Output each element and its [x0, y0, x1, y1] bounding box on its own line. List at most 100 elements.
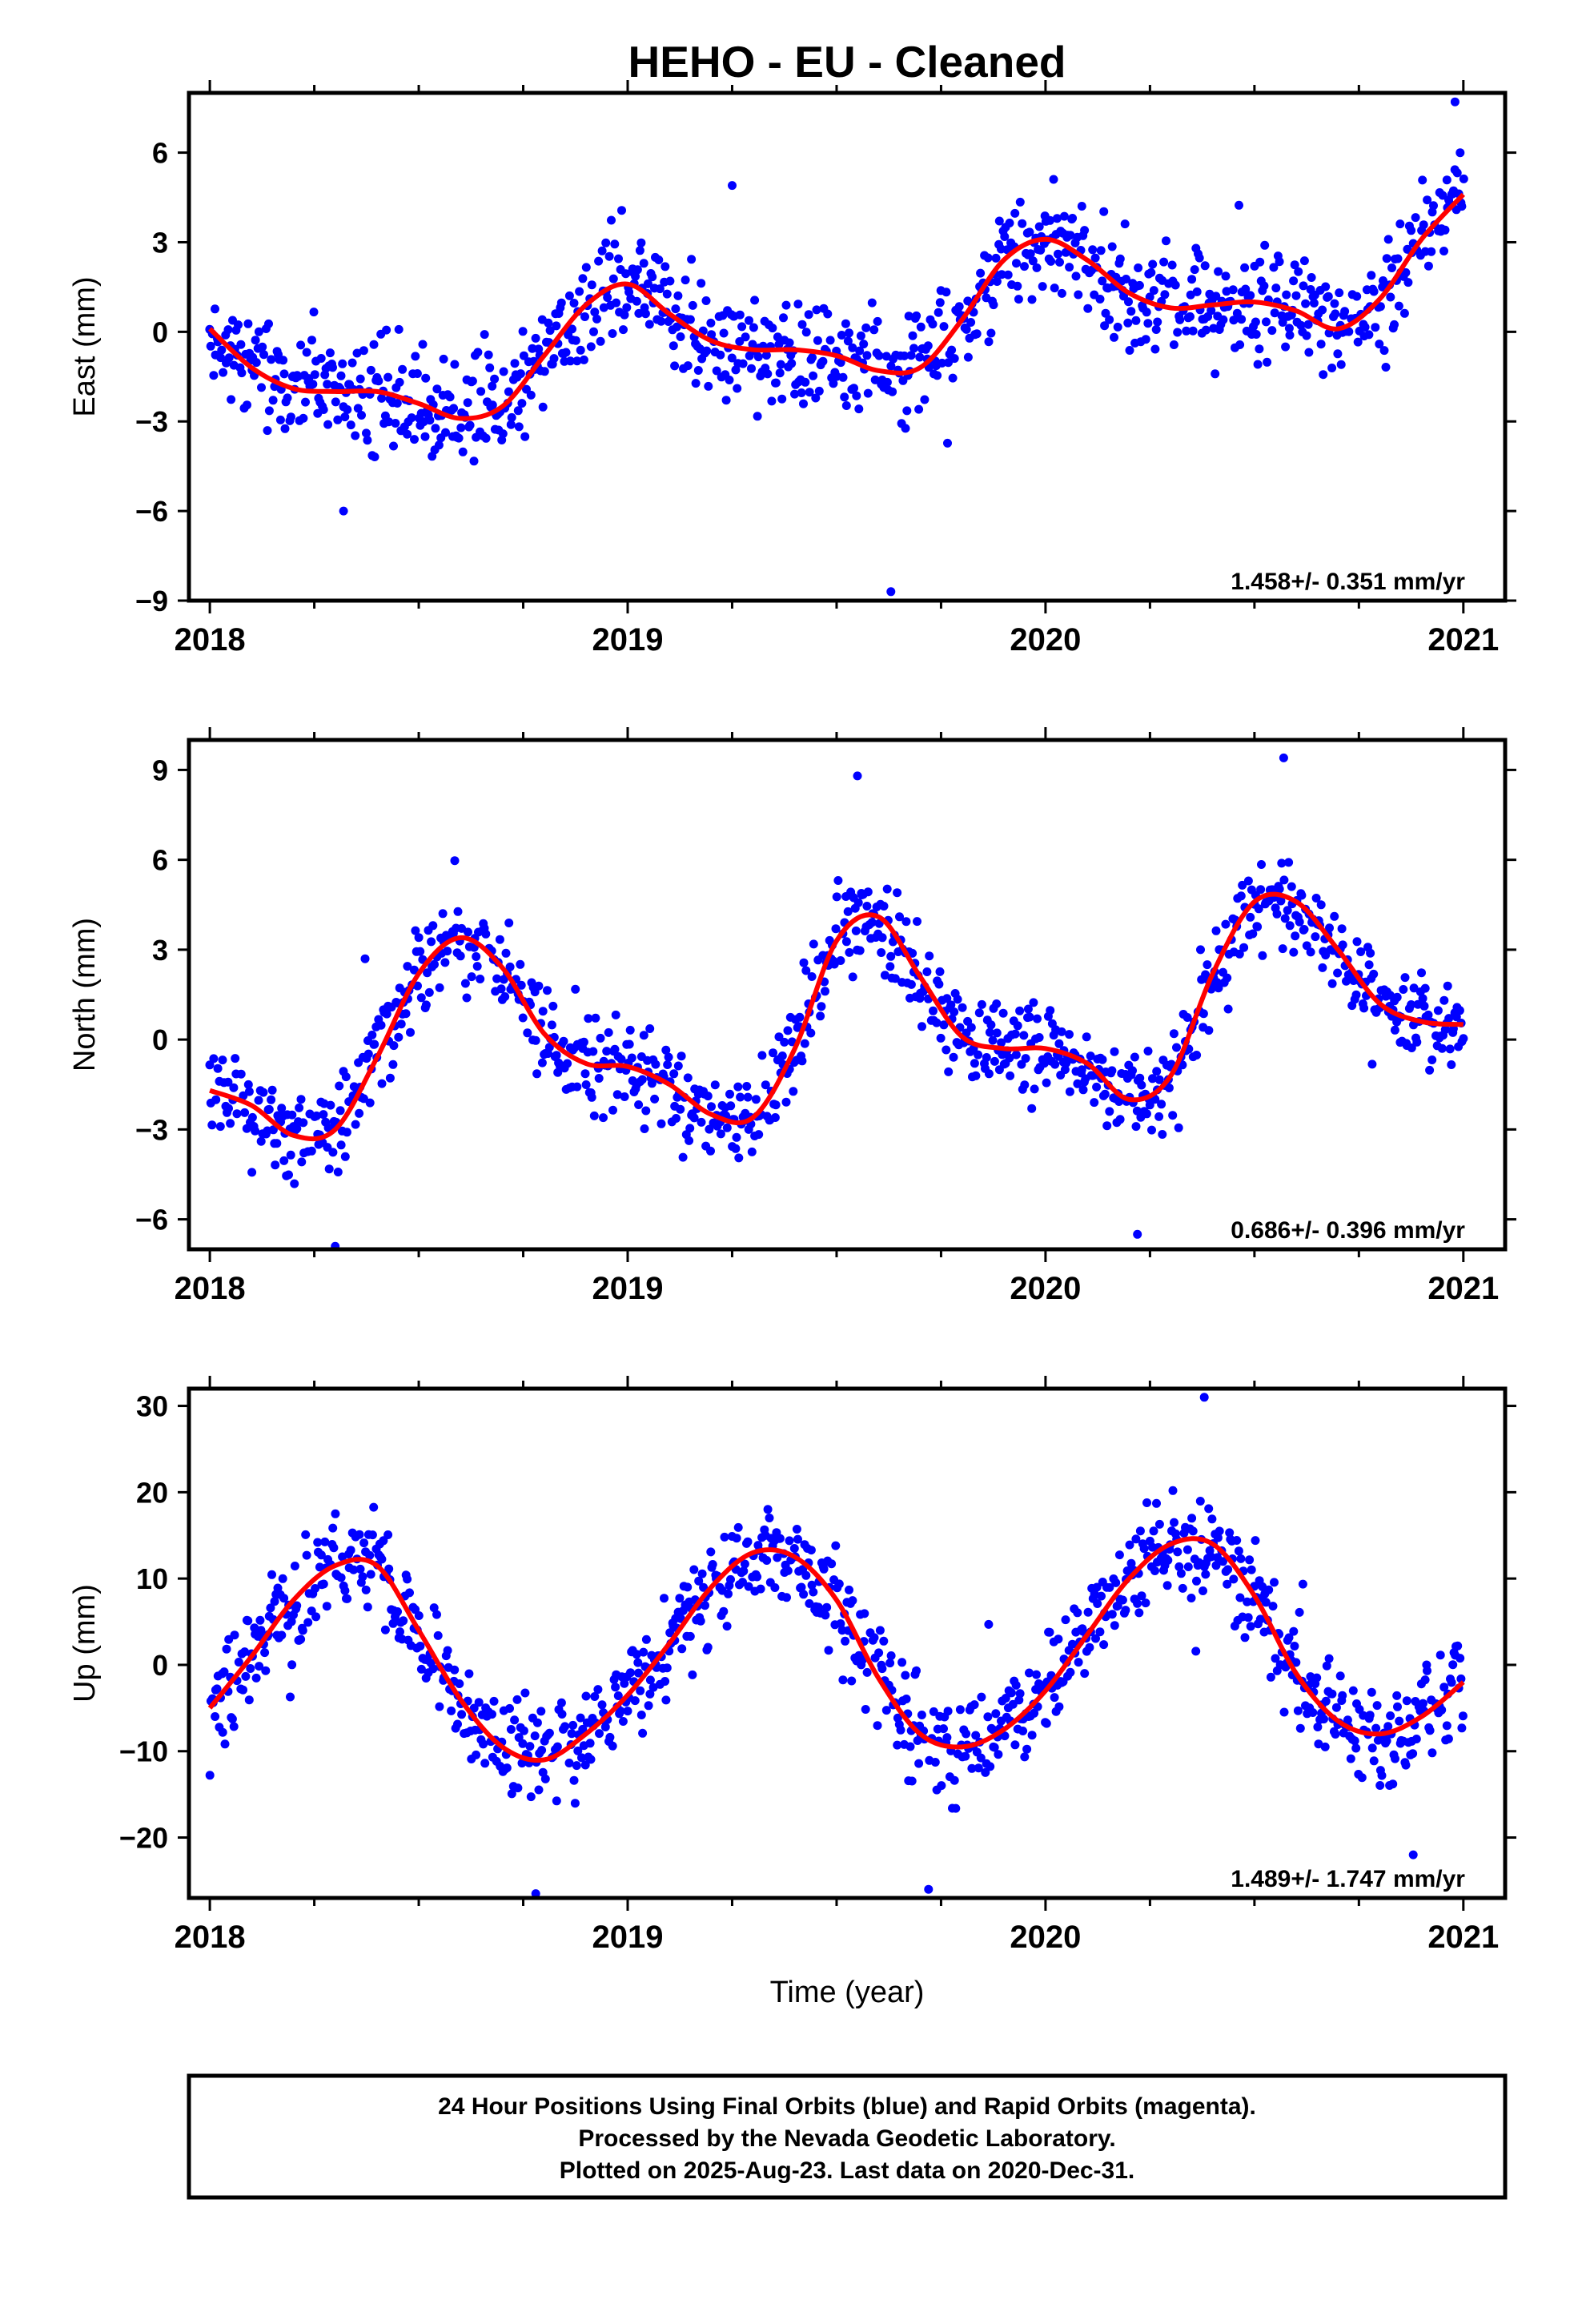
north-point: [1295, 917, 1304, 927]
up-point: [962, 1729, 971, 1739]
north-point: [476, 975, 485, 983]
east-point: [1285, 331, 1295, 340]
up-point: [1025, 1668, 1034, 1678]
up-point: [1271, 1654, 1280, 1663]
north-point: [944, 1067, 954, 1076]
east-point: [223, 325, 233, 335]
east-point: [1107, 242, 1117, 251]
north-point: [1077, 1065, 1086, 1075]
east-point: [712, 366, 721, 376]
north-point: [1082, 1032, 1091, 1042]
up-point: [1133, 1598, 1142, 1608]
up-point: [694, 1576, 704, 1586]
east-point: [612, 298, 621, 308]
north-point: [1130, 1052, 1139, 1062]
east-point: [1173, 328, 1182, 337]
up-x-tick-label: 2021: [1427, 1920, 1499, 1955]
up-x-tick-label: 2019: [592, 1920, 664, 1955]
up-point: [753, 1572, 762, 1582]
east-point: [209, 371, 219, 380]
up-point: [1377, 1771, 1387, 1780]
east-point: [797, 388, 806, 397]
north-point: [797, 1056, 807, 1066]
north-point: [1285, 921, 1295, 931]
east-point: [1387, 263, 1396, 272]
up-point: [396, 1627, 404, 1637]
north-point: [974, 1050, 983, 1059]
up-point: [564, 1759, 574, 1767]
north-point: [703, 1092, 713, 1101]
up-point: [453, 1719, 462, 1729]
east-point: [863, 388, 873, 398]
east-point: [594, 256, 604, 266]
north-point: [966, 1023, 976, 1032]
north-point: [974, 1008, 984, 1018]
north-point: [1351, 990, 1361, 999]
east-point: [1219, 315, 1228, 324]
north-point: [616, 1055, 626, 1063]
east-point: [1438, 191, 1447, 200]
up-point: [1061, 1615, 1070, 1625]
east-point: [485, 363, 495, 372]
east-point: [1456, 148, 1465, 158]
north-point: [1115, 1115, 1125, 1124]
east-point: [631, 271, 640, 281]
north-point: [589, 1111, 599, 1120]
north-point: [1367, 1059, 1377, 1069]
east-point: [954, 302, 964, 312]
east-point: [450, 360, 460, 369]
north-point: [917, 1022, 926, 1031]
north-point: [1143, 1047, 1153, 1055]
up-point: [1090, 1589, 1099, 1598]
north-point: [1283, 906, 1292, 915]
up-point: [455, 1679, 464, 1688]
up-point: [227, 1715, 237, 1723]
north-point: [862, 902, 872, 911]
up-point: [311, 1584, 320, 1593]
east-point: [687, 255, 697, 264]
east-point: [1134, 263, 1143, 272]
east-point: [854, 404, 864, 414]
east-point: [874, 351, 884, 360]
east-point: [983, 253, 993, 263]
up-point: [648, 1683, 658, 1692]
east-point: [1302, 331, 1311, 340]
up-point: [593, 1685, 603, 1695]
east-point: [395, 377, 404, 387]
up-point: [1045, 1627, 1054, 1637]
east-point: [888, 387, 897, 396]
north-point: [1020, 1080, 1030, 1090]
east-point: [942, 287, 951, 297]
east-point: [738, 359, 748, 368]
east-point: [986, 328, 996, 338]
north-point: [992, 999, 1002, 1008]
north-point: [1333, 968, 1343, 978]
north-point: [672, 1114, 681, 1123]
north-point: [771, 1100, 781, 1110]
north-point: [1029, 998, 1038, 1007]
east-point: [347, 358, 357, 368]
north-point: [950, 1007, 959, 1017]
up-point: [1225, 1528, 1235, 1538]
north-point: [1279, 753, 1288, 762]
up-point: [1246, 1622, 1255, 1631]
north-point: [942, 994, 952, 1003]
up-point: [914, 1759, 924, 1768]
east-point: [1296, 320, 1306, 330]
up-rate-label: 1.489+/- 1.747 mm/yr: [1231, 1866, 1465, 1892]
east-point: [531, 333, 540, 343]
east-point: [1259, 281, 1269, 291]
north-point: [414, 933, 424, 943]
east-panel: 2018 2019 2020 2021 −9 −6 −3 0 3 6 East (mm) 1.458+…: [68, 80, 1516, 657]
east-point: [1015, 197, 1025, 207]
up-point: [532, 1718, 542, 1727]
east-point: [855, 346, 865, 356]
north-point: [450, 856, 460, 866]
north-point: [949, 1052, 958, 1062]
north-point: [394, 1032, 404, 1042]
up-point: [1357, 1773, 1367, 1783]
east-point: [268, 396, 278, 405]
east-point: [1353, 337, 1363, 347]
up-point: [689, 1565, 699, 1574]
east-point: [463, 398, 472, 408]
